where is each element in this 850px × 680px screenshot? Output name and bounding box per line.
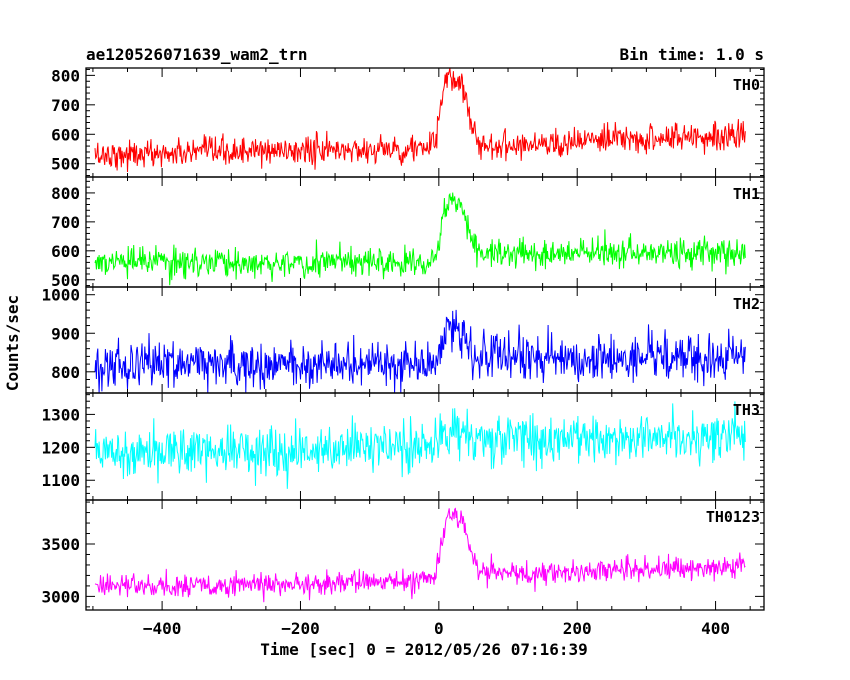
y-tick-label: 600 bbox=[51, 242, 80, 261]
x-tick-label: 400 bbox=[701, 619, 730, 638]
panel-label-th1: TH1 bbox=[733, 185, 760, 203]
panel-frame bbox=[85, 286, 765, 394]
panel-label-th2: TH2 bbox=[733, 295, 760, 313]
y-tick-label: 800 bbox=[51, 184, 80, 203]
y-axis-label: Counts/sec bbox=[3, 295, 22, 391]
y-tick-label: 800 bbox=[51, 66, 80, 85]
bin-time-label: Bin time: 1.0 s bbox=[620, 45, 765, 64]
x-axis-label: Time [sec] 0 = 2012/05/26 07:16:39 bbox=[260, 640, 588, 659]
series-line-th3 bbox=[94, 401, 746, 489]
y-tick-label: 600 bbox=[51, 125, 80, 144]
y-tick-label: 1200 bbox=[41, 438, 80, 457]
y-tick-label: 3000 bbox=[41, 587, 80, 606]
y-tick-label: 3500 bbox=[41, 535, 80, 554]
panel-th3: 1100 1200 1300 TH3 bbox=[41, 392, 765, 501]
y-tick-label: 900 bbox=[51, 324, 80, 343]
x-tick-label: 0 bbox=[434, 619, 444, 638]
y-tick-label: 700 bbox=[51, 96, 80, 115]
x-tick-label: 200 bbox=[563, 619, 592, 638]
panel-label-th0: TH0 bbox=[733, 76, 760, 94]
y-tick-label: 1300 bbox=[41, 405, 80, 424]
panel-label-th0123: TH0123 bbox=[706, 508, 760, 526]
series-line-th0123 bbox=[94, 507, 746, 603]
panel-th0123: 3000 3500 TH0123 bbox=[41, 499, 765, 611]
y-tick-label: 1000 bbox=[41, 286, 80, 305]
y-tick-label: 1100 bbox=[41, 471, 80, 490]
source-name: ae120526071639_wam2_trn bbox=[86, 45, 308, 64]
y-tick-label: 800 bbox=[51, 363, 80, 382]
series-line-th0 bbox=[94, 67, 746, 173]
series-line-th2 bbox=[94, 309, 746, 394]
y-tick-label: 500 bbox=[51, 155, 80, 174]
panel-frame bbox=[85, 499, 765, 611]
panel-frame bbox=[85, 67, 765, 178]
panel-th2: 800 900 1000 TH2 bbox=[41, 286, 765, 394]
panel-label-th3: TH3 bbox=[733, 401, 760, 419]
panel-th1: 500 600 700 800 TH1 bbox=[51, 176, 765, 290]
y-tick-label: 700 bbox=[51, 213, 80, 232]
panels-group: 500 600 700 800 TH0 500 600 700 800 TH1 800 900 1000… bbox=[41, 66, 765, 638]
x-tick-label: −400 bbox=[143, 619, 182, 638]
panel-th0: 500 600 700 800 TH0 bbox=[51, 66, 765, 178]
series-line-th1 bbox=[94, 192, 746, 286]
y-tick-label: 500 bbox=[51, 271, 80, 290]
x-tick-label: −200 bbox=[281, 619, 320, 638]
